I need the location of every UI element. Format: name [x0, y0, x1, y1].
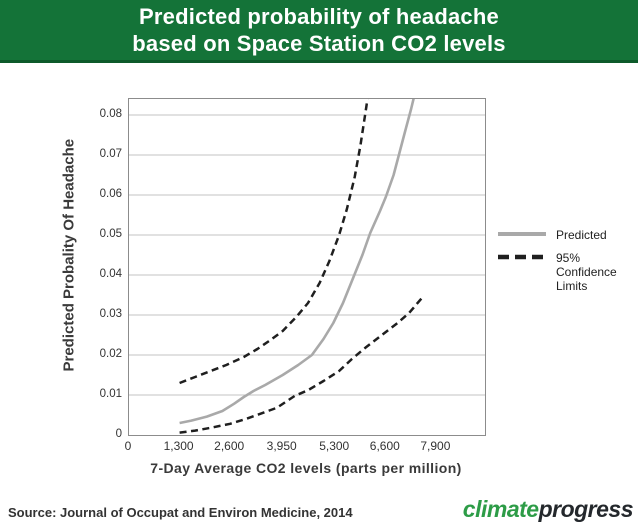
x-tick-label: 5,300 [319, 439, 350, 453]
y-tick-label: 0.03 [99, 308, 122, 320]
x-tick-label: 6,600 [369, 439, 400, 453]
y-tick-label: 0 [115, 428, 122, 440]
y-tick-label: 0.01 [99, 388, 122, 400]
logo-climate: climate [462, 496, 539, 522]
legend-item-confidence: 95% Confidence Limits [498, 251, 638, 293]
y-tick-label: 0.06 [99, 188, 122, 200]
x-tick-label: 7,900 [420, 439, 451, 453]
series-lower-confidence-limit [179, 296, 424, 434]
title-line-2: based on Space Station CO2 levels [132, 31, 506, 56]
predicted-line-sample [498, 232, 546, 236]
plot-svg [129, 99, 485, 434]
x-tick-label: 3,950 [266, 439, 297, 453]
x-tick-label: 1,300 [163, 439, 194, 453]
legend-item-predicted: Predicted [498, 228, 638, 242]
title-line-1: Predicted probability of headache [139, 4, 499, 29]
y-tick-labels: 0 0.01 0.02 0.03 0.04 0.05 0.06 0.07 0.08 [76, 98, 122, 440]
y-tick-label: 0.02 [99, 348, 122, 360]
legend-label-predicted: Predicted [556, 228, 607, 242]
y-axis-title: Predicted Probality Of Headache [60, 138, 78, 372]
y-tick-label: 0.04 [99, 268, 122, 280]
plot-area [128, 98, 486, 436]
y-tick-label: 0.08 [99, 108, 122, 120]
climateprogress-logo: climateprogress [462, 496, 634, 523]
confidence-line-sample [498, 254, 546, 260]
x-tick-labels: 0 1,300 2,600 3,950 5,300 6,600 7,900 [125, 439, 484, 455]
legend-label-confidence: 95% Confidence Limits [556, 251, 617, 293]
x-axis-title: 7-Day Average CO2 levels (parts per mill… [150, 460, 462, 476]
x-tick-label: 0 [124, 439, 132, 453]
legend: Predicted 95% Confidence Limits [498, 228, 638, 302]
series-predicted [179, 99, 415, 425]
series-upper-confidence-limit [179, 99, 369, 385]
logo-progress: progress [538, 496, 634, 522]
source-text: Source: Journal of Occupat and Environ M… [8, 505, 353, 520]
x-tick-label: 2,600 [214, 439, 245, 453]
title-banner: Predicted probability of headache based … [0, 0, 638, 63]
y-tick-label: 0.05 [99, 228, 122, 240]
y-tick-label: 0.07 [99, 148, 122, 160]
